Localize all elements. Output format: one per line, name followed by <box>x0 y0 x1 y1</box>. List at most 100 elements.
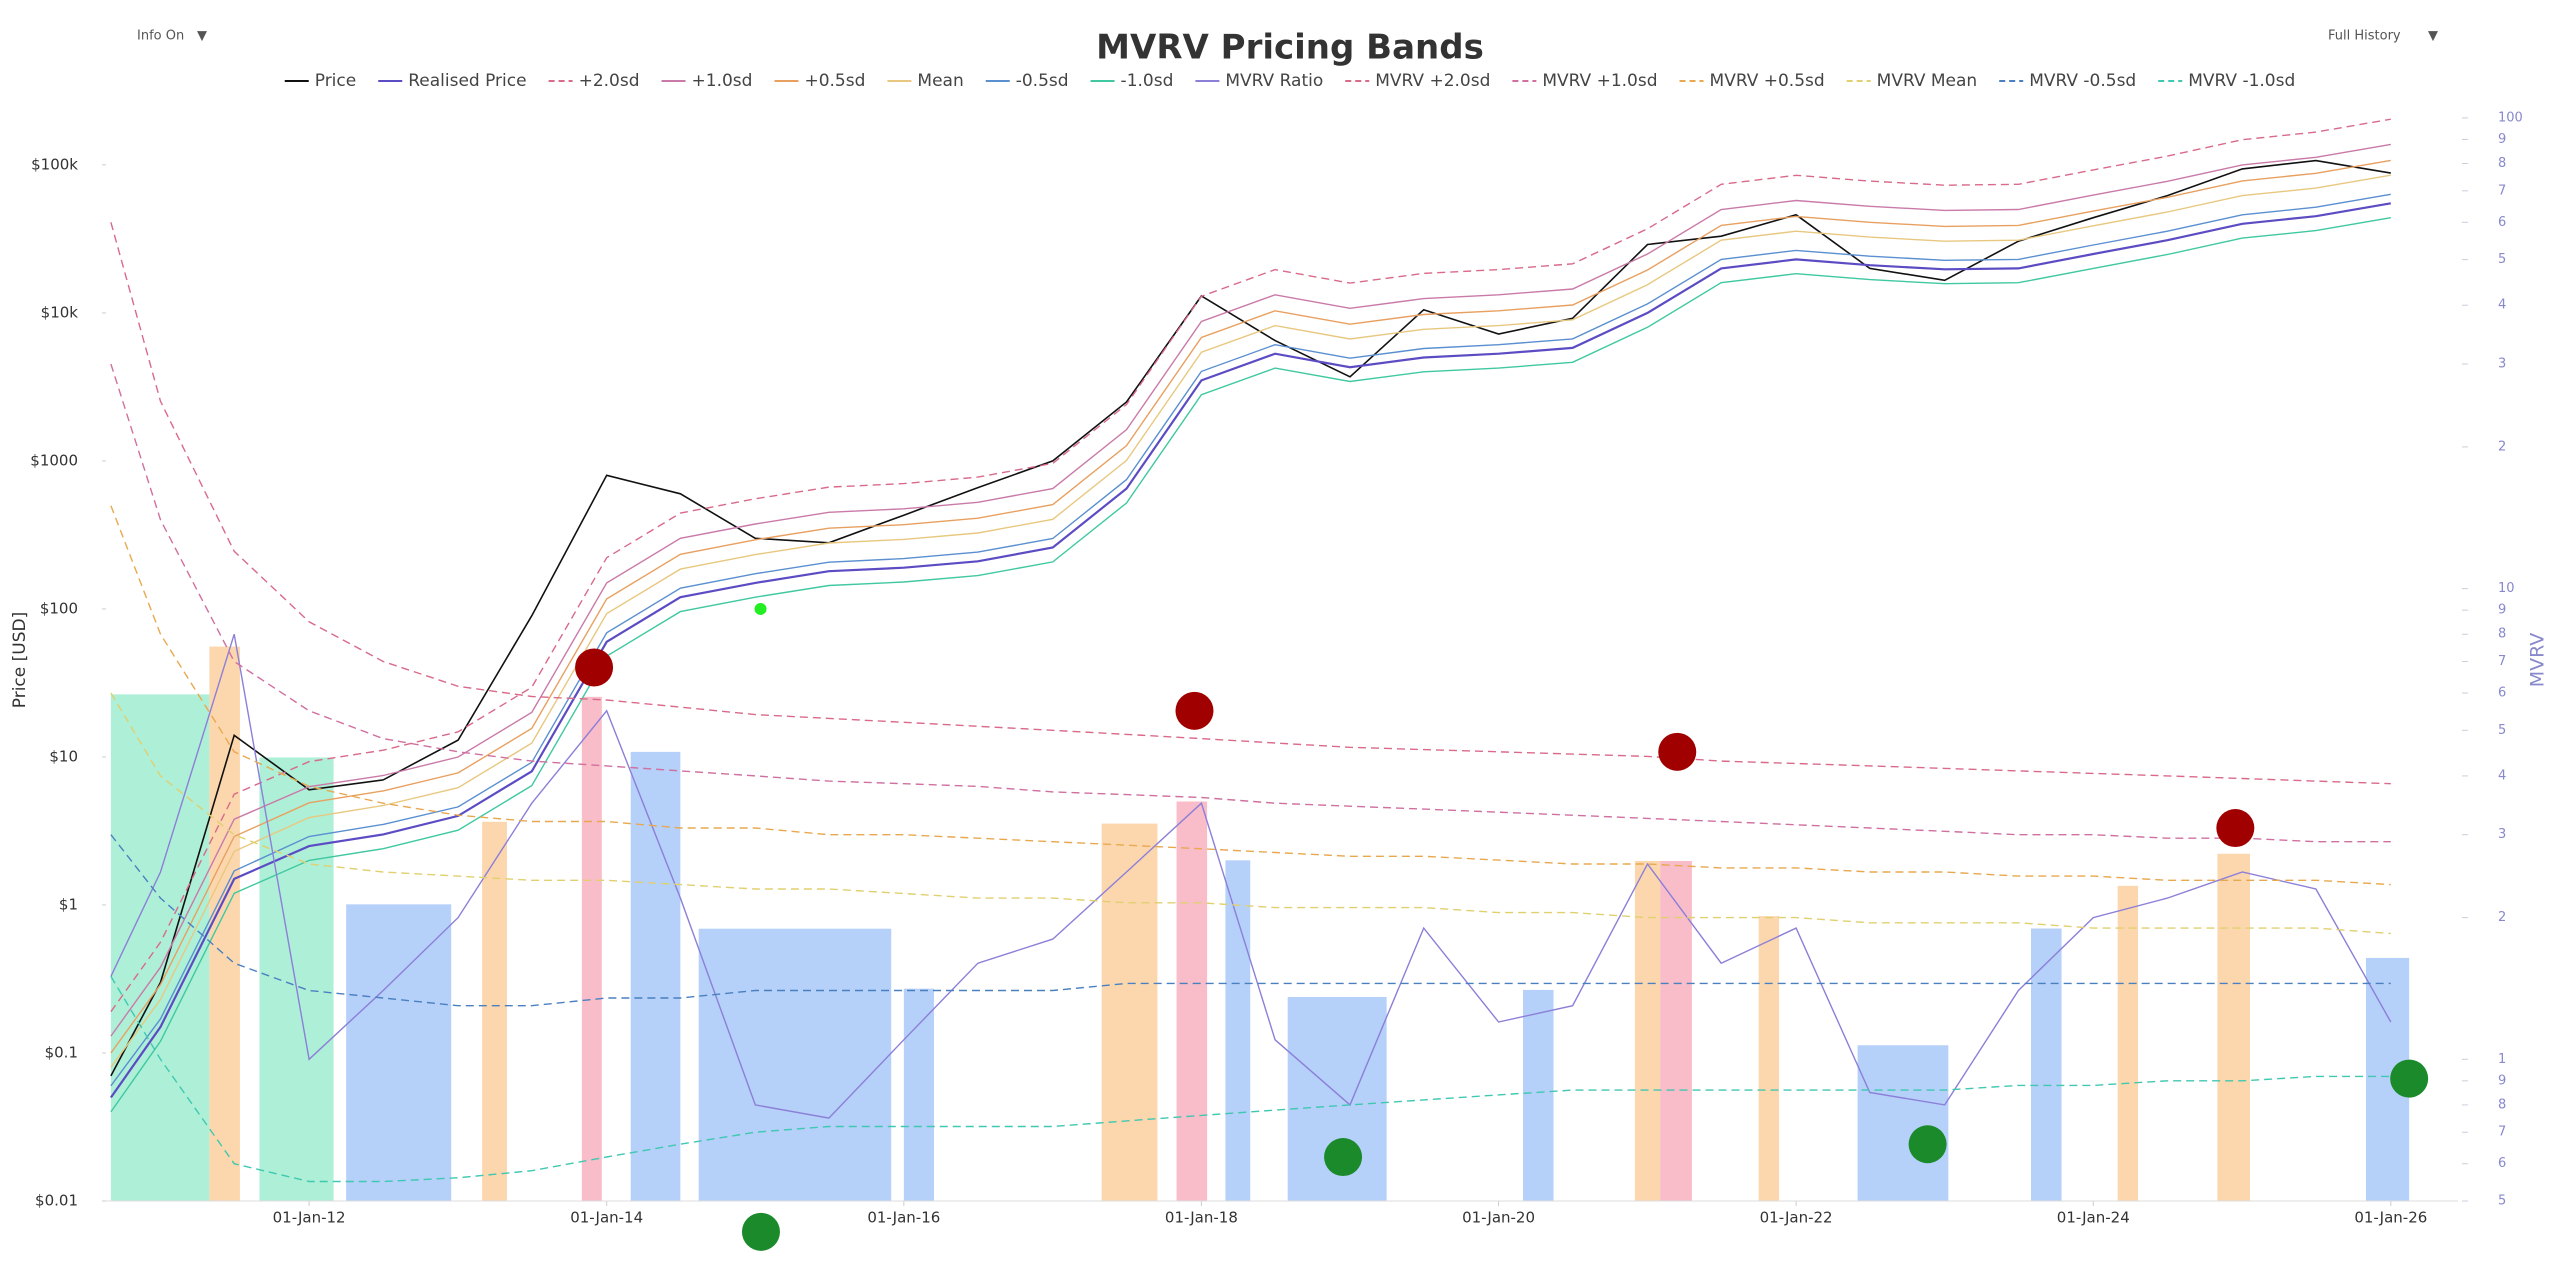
x-tick-label: 01-Jan-20 <box>1462 1209 1535 1227</box>
chart-title: MVRV Pricing Bands <box>1096 28 1484 68</box>
y2-tick-label: 5 <box>2498 723 2506 738</box>
zone <box>259 757 334 1201</box>
y2-tick-label: 2 <box>2498 910 2506 925</box>
signal <box>1908 1125 1947 1164</box>
series-line <box>110 193 2391 1087</box>
signal <box>575 648 614 687</box>
series-line <box>110 363 2391 843</box>
zone <box>346 904 452 1201</box>
zone <box>1176 801 1208 1201</box>
y2-tick-label: 6 <box>2498 1156 2506 1171</box>
y2-tick-label: 7 <box>2498 1125 2506 1140</box>
zone <box>1101 823 1158 1201</box>
legend-label: -1.0sd <box>1121 71 1174 91</box>
y2-tick-label: 4 <box>2498 768 2506 783</box>
series-line <box>110 834 2391 1007</box>
series-line <box>110 174 2391 1068</box>
y-tick-label: $1000 <box>30 451 78 469</box>
legend-label: Price <box>315 71 356 91</box>
y-tick-label: $0.01 <box>35 1192 78 1210</box>
x-tick-label: 01-Jan-22 <box>1760 1209 1833 1227</box>
y-axis-label: Price [USD] <box>10 612 30 708</box>
x-tick-label: 01-Jan-24 <box>2057 1209 2130 1227</box>
y2-axis-label: MVRV <box>2527 633 2549 688</box>
zone <box>209 646 240 1201</box>
legend-label: MVRV -0.5sd <box>2029 71 2136 91</box>
legend-label: MVRV Ratio <box>1225 71 1323 91</box>
history-arrow[interactable]: ▼ <box>2428 29 2438 44</box>
legend-label: +1.0sd <box>692 71 753 91</box>
series-line <box>110 143 2391 1037</box>
history-select[interactable]: Full History <box>2328 29 2401 44</box>
zone <box>2217 853 2250 1201</box>
y-tick-label: $10 <box>49 747 78 765</box>
legend-label: -0.5sd <box>1016 71 1069 91</box>
y-tick-label: $100 <box>40 599 78 617</box>
legend-label: MVRV -1.0sd <box>2188 71 2295 91</box>
y2-tick-label: 10 <box>2498 581 2515 596</box>
y2-tick-label: 6 <box>2498 686 2506 701</box>
signal <box>2390 1059 2429 1098</box>
x-tick-label: 01-Jan-14 <box>570 1209 643 1227</box>
series-line <box>110 159 2391 1077</box>
series-line <box>110 118 2391 1013</box>
zone <box>110 694 210 1201</box>
y2-tick-label: 8 <box>2498 1097 2506 1112</box>
zone <box>903 988 934 1201</box>
y2-tick-label: 3 <box>2498 357 2506 372</box>
y2-tick-label: 9 <box>2498 1073 2506 1088</box>
series-line <box>110 692 2391 935</box>
signal <box>1324 1138 1363 1177</box>
series-line <box>110 633 2392 1119</box>
y-tick-label: $0.1 <box>45 1043 78 1061</box>
signal <box>1175 691 1214 730</box>
series-line <box>110 976 2391 1183</box>
y2-tick-label: 1 <box>2498 1052 2506 1067</box>
zone <box>581 696 602 1201</box>
y2-tick-label: 2 <box>2498 439 2506 454</box>
price-marker <box>754 602 767 615</box>
zone <box>1634 860 1661 1201</box>
y2-tick-label: 5 <box>2498 252 2506 267</box>
zone <box>2117 885 2139 1201</box>
zone <box>1660 860 1692 1201</box>
y2-tick-label: 8 <box>2498 627 2506 642</box>
zone <box>698 928 892 1201</box>
x-tick-label: 01-Jan-18 <box>1165 1209 1238 1227</box>
y2-tick-label: 3 <box>2498 827 2506 842</box>
y2-tick-label: 100 <box>2498 110 2523 125</box>
y-tick-label: $100k <box>31 155 78 173</box>
zone <box>1522 989 1554 1201</box>
series-line <box>110 222 2391 785</box>
series-line <box>110 217 2391 1113</box>
zone <box>630 751 681 1201</box>
series-line <box>110 505 2391 886</box>
signal <box>741 1212 780 1251</box>
legend-label: Mean <box>917 71 963 91</box>
x-tick-label: 01-Jan-12 <box>273 1209 346 1227</box>
y2-tick-label: 8 <box>2498 156 2506 171</box>
series-line <box>109 202 2391 1099</box>
legend-label: MVRV +1.0sd <box>1542 71 1657 91</box>
y2-tick-label: 6 <box>2498 215 2506 230</box>
zone <box>2030 928 2062 1201</box>
legend-label: MVRV Mean <box>1877 71 1978 91</box>
legend-label: MVRV +0.5sd <box>1710 71 1825 91</box>
zone <box>1758 916 1780 1201</box>
y2-tick-label: 9 <box>2498 603 2506 618</box>
legend-label: +0.5sd <box>804 71 865 91</box>
info-arrow[interactable]: ▼ <box>197 29 207 44</box>
y2-tick-label: 4 <box>2498 298 2506 313</box>
signal <box>2216 809 2255 848</box>
signal <box>1658 732 1697 771</box>
y-tick-label: $1 <box>59 895 78 913</box>
x-tick-label: 01-Jan-26 <box>2354 1209 2427 1227</box>
legend-label: MVRV +2.0sd <box>1375 71 1490 91</box>
info-toggle[interactable]: Info On <box>137 29 184 44</box>
legend-label: +2.0sd <box>579 71 640 91</box>
y2-tick-label: 5 <box>2498 1194 2506 1209</box>
legend: Price Realised Price +2.0sd +1.0sd +0.5sd Mea… <box>284 71 2295 91</box>
zone <box>1225 860 1251 1201</box>
y2-tick-label: 7 <box>2498 654 2506 669</box>
